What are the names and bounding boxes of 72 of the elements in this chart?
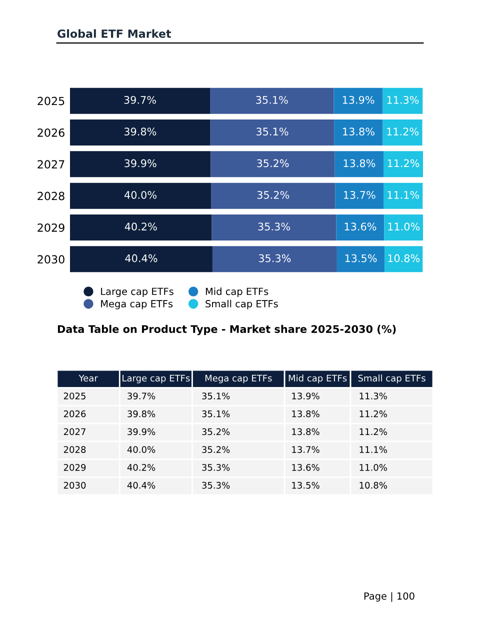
data-label: 35.2% — [257, 159, 289, 168]
category-label: 2026 — [64, 410, 86, 418]
data-label: 39.9% — [124, 159, 156, 168]
category-label: 2025 — [64, 392, 86, 400]
text: 35.1% — [202, 392, 230, 400]
text: Mid cap ETFs — [288, 374, 347, 384]
text: Small cap ETFs — [358, 374, 426, 384]
y-tick-label: 2028 — [38, 192, 64, 200]
data-label: 35.1% — [256, 96, 288, 104]
text: 11.2% — [360, 410, 387, 418]
y-tick-label: 2025 — [38, 96, 64, 106]
data-label: 35.2% — [257, 190, 290, 199]
text: 10.8% — [360, 482, 387, 489]
text: 35.1% — [202, 410, 230, 418]
text: 39.9% — [128, 428, 156, 436]
chart-title: Global ETF Market — [58, 29, 172, 38]
y-tick-label: 2027 — [38, 160, 64, 169]
data-label: 40.2% — [124, 222, 157, 231]
y-tick-label: 2026 — [38, 128, 64, 137]
text: 40.0% — [127, 446, 156, 453]
text: 13.8% — [292, 428, 320, 436]
data-label: 39.7% — [124, 96, 156, 104]
text: 11.0% — [360, 464, 387, 471]
text: 39.7% — [128, 392, 156, 400]
category-label: 2030 — [64, 482, 86, 489]
data-label: 10.8% — [388, 254, 420, 262]
category-label: 2029 — [64, 464, 86, 471]
data-label: 11.3% — [387, 96, 419, 104]
text: 40.2% — [127, 464, 156, 471]
text: 11.1% — [360, 446, 387, 453]
data-label: 39.8% — [124, 128, 156, 136]
legend-label: Small cap ETFs — [206, 300, 278, 310]
text: 35.3% — [202, 482, 230, 489]
text: Page | 100 — [364, 592, 414, 602]
text: 13.8% — [292, 410, 320, 418]
text: 11.2% — [360, 428, 387, 436]
text: Data Table on Product Type - Market share 2025-2030 (%) — [58, 324, 396, 336]
text: 35.2% — [202, 428, 230, 436]
y-tick-label: 2029 — [38, 223, 64, 232]
data-label: 35.1% — [256, 128, 288, 136]
data-label: 13.6% — [344, 222, 376, 231]
text: Year — [78, 374, 98, 382]
text: 11.3% — [360, 392, 387, 400]
legend-label: Large cap ETFs — [101, 288, 174, 297]
text: 13.9% — [292, 392, 320, 400]
data-label: 13.8% — [343, 128, 374, 136]
text: 13.5% — [292, 482, 320, 489]
data-label: 11.1% — [388, 190, 420, 199]
data-label: 11.2% — [387, 128, 419, 136]
legend-label: Mega cap ETFs — [101, 300, 173, 310]
text: 39.8% — [128, 410, 156, 418]
category-label: 2027 — [64, 428, 86, 436]
category-label: 2028 — [64, 446, 86, 453]
data-label: 40.0% — [124, 190, 156, 199]
text: Mega cap ETFs — [205, 374, 272, 384]
y-tick-label: 2030 — [38, 255, 64, 264]
text: 35.2% — [202, 446, 230, 453]
data-label: 13.9% — [342, 96, 374, 104]
data-label: 13.7% — [344, 190, 376, 199]
data-label: 13.5% — [345, 254, 377, 262]
data-label: 35.3% — [258, 254, 291, 262]
data-label: 35.3% — [258, 222, 290, 231]
data-label: 11.0% — [388, 222, 420, 231]
legend-label: Mid cap ETFs — [206, 288, 268, 297]
text: 13.6% — [292, 464, 320, 471]
text: 35.3% — [202, 464, 230, 471]
data-label: 13.8% — [344, 159, 376, 168]
text: 40.4% — [127, 482, 156, 489]
text: Large cap ETFs — [122, 374, 190, 384]
data-label: 40.4% — [125, 254, 158, 262]
text: 13.7% — [292, 446, 320, 453]
data-label: 11.2% — [388, 159, 420, 168]
